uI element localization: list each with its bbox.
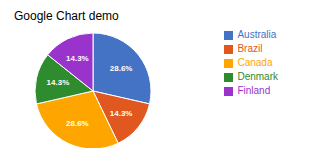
svg-text:28.6%: 28.6% bbox=[66, 119, 89, 128]
html-text:Canada: Canada bbox=[237, 57, 273, 68]
svg-text:14.3%: 14.3% bbox=[66, 54, 89, 63]
svg-text:14.3%: 14.3% bbox=[47, 78, 70, 87]
html-text:Finland: Finland bbox=[237, 85, 271, 96]
svg-text:28.6%: 28.6% bbox=[110, 64, 133, 73]
html-text:Australia: Australia bbox=[237, 29, 277, 40]
html-text:Google Chart demo: Google Chart demo bbox=[14, 9, 119, 23]
svg-text:14.3%: 14.3% bbox=[110, 109, 133, 118]
html-text:Denmark: Denmark bbox=[237, 71, 278, 82]
html-text:Brazil: Brazil bbox=[237, 43, 263, 54]
